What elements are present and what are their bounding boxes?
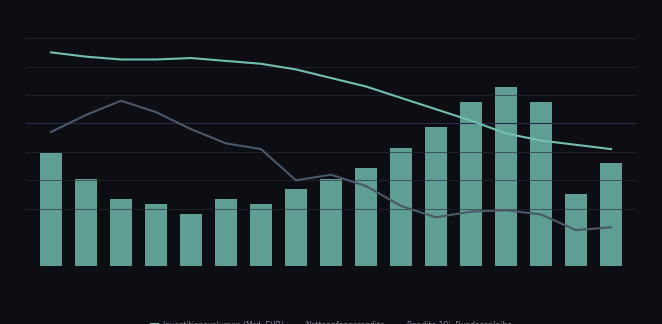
- Bar: [40, 153, 62, 266]
- Bar: [425, 127, 447, 266]
- Bar: [145, 204, 167, 266]
- Bar: [565, 194, 587, 266]
- Bar: [215, 199, 237, 266]
- Bar: [285, 189, 307, 266]
- Bar: [530, 102, 552, 266]
- Bar: [355, 168, 377, 266]
- Bar: [75, 179, 97, 266]
- Bar: [460, 102, 482, 266]
- Bar: [110, 199, 132, 266]
- Legend: Investitionsvolumen (Mrd. EUR), Nettoanfangsrendite, Rendite 10j. Bundesanleihe: Investitionsvolumen (Mrd. EUR), Nettoanf…: [146, 318, 516, 324]
- Bar: [180, 214, 202, 266]
- Bar: [495, 87, 517, 266]
- Bar: [250, 204, 272, 266]
- Bar: [320, 179, 342, 266]
- Bar: [600, 163, 622, 266]
- Bar: [390, 148, 412, 266]
